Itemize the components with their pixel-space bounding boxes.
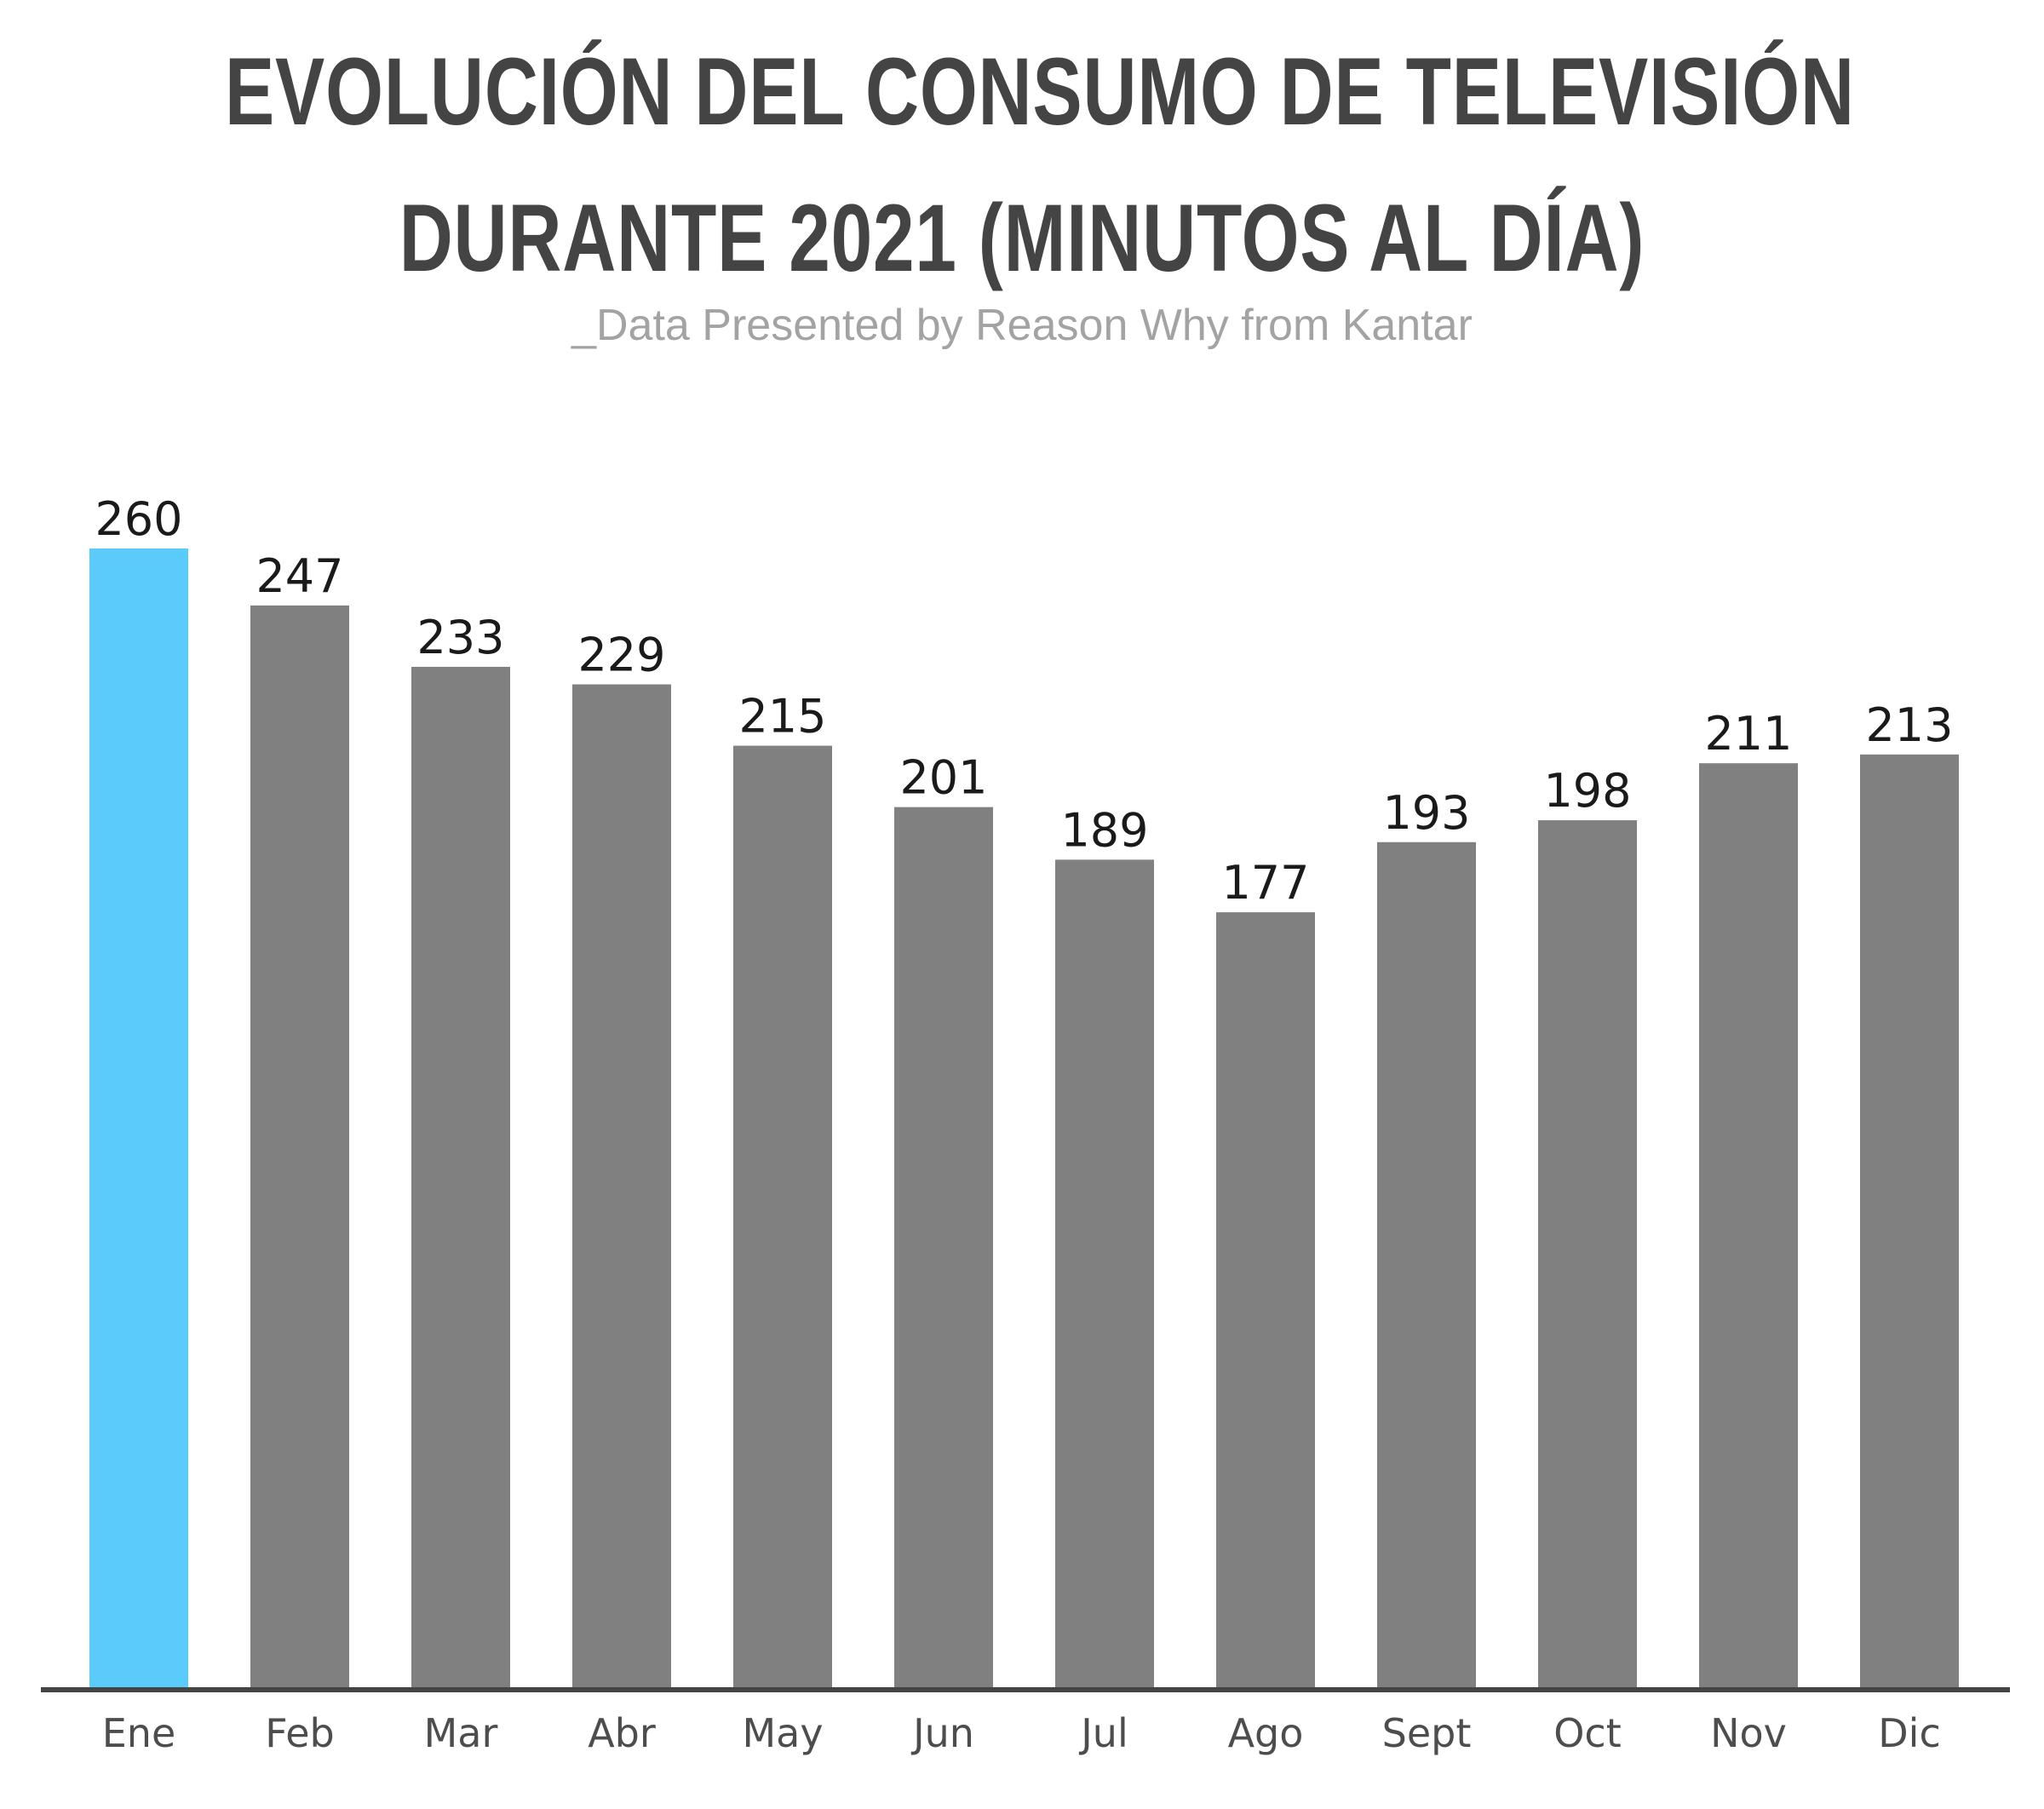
chart-title-line-2: DURANTE 2021 (MINUTOS AL DÍA)	[399, 185, 1645, 291]
bar-jun	[894, 807, 993, 1688]
category-label-jun: Jun	[910, 1710, 974, 1756]
value-label-ago: 177	[1221, 856, 1309, 910]
category-label-ago: Ago	[1228, 1710, 1304, 1756]
bars-group	[89, 548, 1959, 1689]
bar-jul	[1055, 859, 1154, 1688]
value-label-dic: 213	[1865, 698, 1953, 752]
value-label-mar: 233	[416, 611, 504, 664]
bar-mar	[411, 666, 510, 1688]
value-label-feb: 247	[256, 549, 343, 603]
category-label-abr: Abr	[588, 1710, 656, 1756]
bar-nov	[1699, 763, 1798, 1688]
value-label-may: 215	[738, 690, 826, 744]
category-label-sept: Sept	[1382, 1710, 1472, 1756]
value-label-nov: 211	[1704, 707, 1792, 761]
value-label-abr: 229	[577, 629, 665, 682]
value-label-sept: 193	[1382, 786, 1470, 840]
chart-title-line-1: EVOLUCIÓN DEL CONSUMO DE TELEVISIÓN	[225, 38, 1855, 145]
value-labels-group: 260 247 233 229 215 201 189 177 193 198 211 213	[95, 492, 1953, 910]
category-labels-group: Ene Feb Mar Abr May Jun Jul Ago Sept Oct Nov Dic	[102, 1710, 1941, 1756]
category-label-nov: Nov	[1710, 1710, 1787, 1756]
value-label-oct: 198	[1543, 764, 1631, 818]
category-label-may: May	[742, 1710, 823, 1756]
bar-ago	[1216, 912, 1315, 1688]
category-label-ene: Ene	[102, 1710, 176, 1756]
category-label-feb: Feb	[265, 1710, 334, 1756]
chart-title: EVOLUCIÓN DEL CONSUMO DE TELEVISIÓN DURA…	[225, 19, 1855, 312]
category-label-jul: Jul	[1078, 1710, 1128, 1756]
value-label-jun: 201	[899, 751, 987, 805]
value-label-jul: 189	[1060, 803, 1148, 857]
category-label-oct: Oct	[1553, 1710, 1622, 1756]
chart-subtitle: _Data Presented by Reason Why from Kanta…	[571, 301, 1473, 350]
value-label-ene: 260	[95, 492, 182, 546]
bar-oct	[1538, 820, 1637, 1688]
category-label-mar: Mar	[424, 1710, 498, 1756]
bar-may	[733, 745, 832, 1688]
category-label-dic: Dic	[1878, 1710, 1941, 1756]
bar-sept	[1377, 841, 1476, 1688]
bar-feb	[250, 605, 349, 1688]
bar-abr	[572, 684, 671, 1688]
bar-dic	[1860, 754, 1959, 1689]
bar-ene	[89, 548, 188, 1688]
